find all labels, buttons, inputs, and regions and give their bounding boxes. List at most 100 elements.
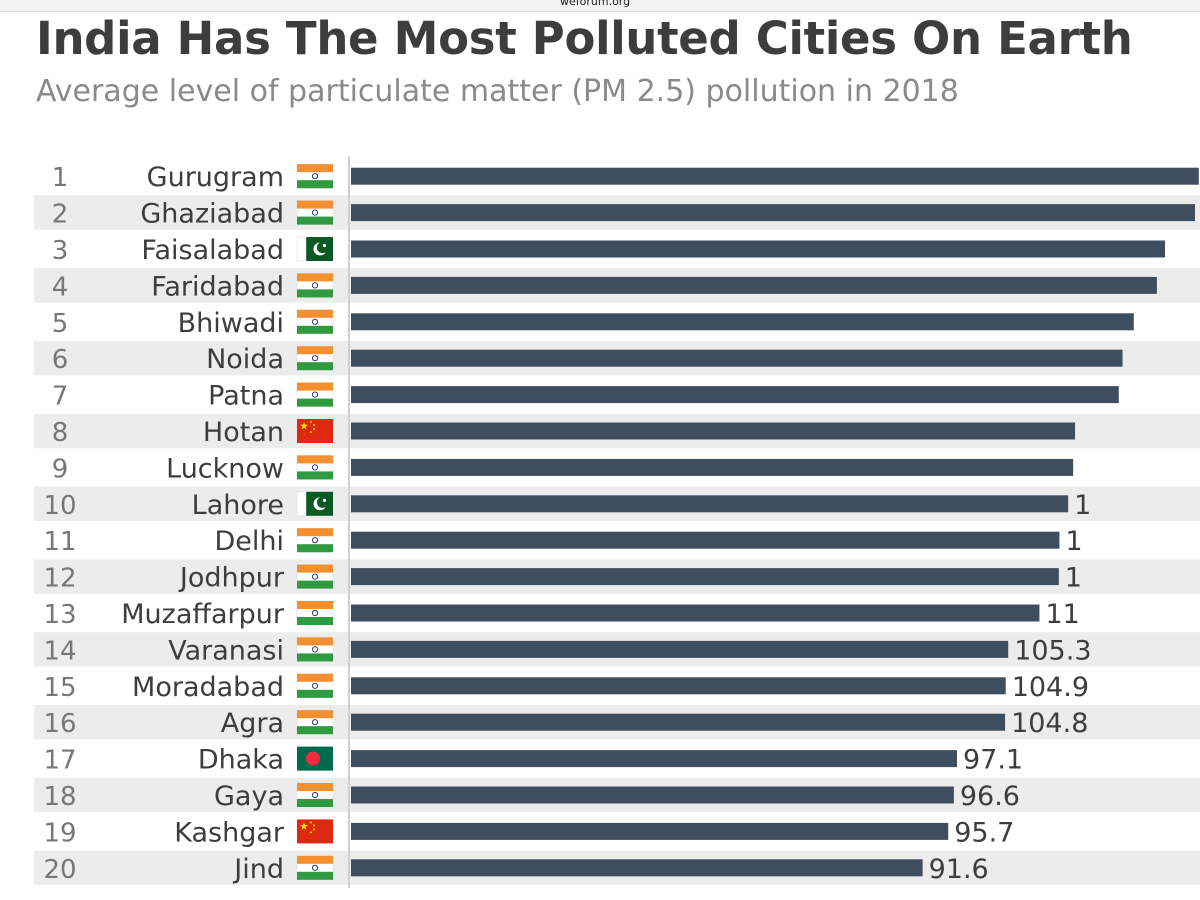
flag-part	[297, 564, 333, 573]
flag-india-icon	[296, 309, 334, 335]
data-label: 105.3	[1014, 635, 1091, 666]
flag-part	[297, 164, 333, 173]
flag-part	[297, 689, 333, 698]
bar	[351, 349, 1123, 367]
flag-part	[297, 289, 333, 298]
bar	[351, 167, 1199, 185]
category-label: Delhi	[214, 526, 284, 557]
flag-part	[313, 828, 315, 831]
flag-pakistan-icon	[296, 491, 333, 517]
bar	[351, 786, 954, 804]
flag-bangladesh-icon	[297, 746, 333, 771]
data-label: 104.9	[1012, 672, 1089, 703]
flag-part	[297, 325, 333, 334]
bar	[351, 204, 1196, 222]
flag-part	[297, 799, 333, 807]
flag-part	[297, 382, 333, 391]
data-label: 1	[1065, 563, 1082, 594]
category-label: Ghaziabad	[140, 199, 284, 230]
rank-label: 1	[52, 163, 69, 193]
data-label: 104.8	[1011, 708, 1088, 739]
flag-part	[311, 646, 319, 653]
rank-label: 10	[43, 491, 76, 521]
flag-part	[311, 791, 319, 799]
flag-part	[297, 419, 333, 443]
bar	[351, 677, 1006, 695]
flag-part	[306, 751, 320, 766]
flag-part	[300, 822, 308, 830]
flag-india-icon	[296, 600, 334, 626]
bar	[351, 422, 1076, 440]
flag-part	[311, 209, 319, 216]
category-label: Faridabad	[151, 271, 284, 302]
category-label: Gurugram	[147, 162, 284, 193]
flag-part	[311, 864, 319, 871]
flag-part	[316, 496, 329, 508]
flag-part	[297, 544, 333, 553]
flag-india-icon	[296, 455, 334, 480]
category-label: Agra	[221, 708, 284, 739]
flag-part	[310, 421, 312, 423]
rank-label: 13	[43, 600, 76, 630]
bar	[351, 822, 949, 840]
rank-label: 17	[43, 746, 76, 776]
flag-part	[297, 871, 333, 880]
flag-part	[300, 422, 308, 430]
flag-part	[296, 491, 307, 517]
flag-part	[316, 241, 329, 254]
rank-label: 4	[52, 272, 69, 302]
category-label: Faisalabad	[141, 235, 284, 266]
bar	[351, 531, 1060, 549]
bar-chart: 1 Gurugram 2 Ghaziabad 3 Faisalabad 4 Faridabad…	[34, 156, 1200, 888]
category-label: Gaya	[214, 781, 284, 812]
rank-label: 5	[52, 309, 69, 339]
flag-india-icon	[296, 200, 334, 225]
flag-part	[297, 216, 333, 225]
flag-india-icon	[296, 163, 334, 189]
flag-india-icon	[296, 855, 334, 881]
bar	[351, 713, 1006, 731]
flag-part	[296, 236, 307, 262]
flag-india-icon	[296, 382, 334, 407]
data-label: 1	[1074, 490, 1091, 521]
flag-part	[313, 428, 315, 430]
flag-part	[311, 609, 319, 617]
flag-india-icon	[296, 673, 334, 699]
flag-part	[297, 455, 333, 464]
rank-label: 2	[52, 200, 69, 230]
rank-label: 18	[43, 782, 76, 812]
flag-part	[311, 719, 319, 726]
flag-part	[297, 471, 333, 480]
data-label: 95.7	[954, 817, 1014, 848]
rank-label: 19	[43, 818, 76, 848]
category-label: Lucknow	[166, 453, 284, 484]
flag-india-icon	[296, 273, 334, 298]
category-label: Dhaka	[198, 745, 284, 776]
flag-india-icon	[296, 527, 334, 553]
bar	[351, 386, 1119, 404]
flag-part	[311, 318, 319, 325]
flag-india-icon	[296, 782, 334, 808]
flag-part	[297, 783, 333, 791]
flag-part	[313, 424, 315, 426]
flag-part	[311, 682, 319, 689]
flag-part	[311, 391, 319, 398]
category-label: Hotan	[203, 417, 284, 448]
flag-part	[297, 362, 333, 371]
flag-part	[322, 243, 327, 248]
category-label: Patna	[208, 381, 284, 412]
flag-pakistan-icon	[296, 236, 333, 262]
category-label: Varanasi	[168, 635, 284, 666]
flag-part	[297, 180, 333, 189]
flag-part	[297, 710, 333, 719]
flag-part	[311, 464, 319, 471]
chart-subtitle: Average level of particulate matter (PM …	[36, 74, 959, 109]
data-label: 91.6	[929, 854, 989, 885]
flag-india-icon	[296, 637, 334, 662]
bar	[351, 604, 1040, 622]
flag-india-icon	[296, 709, 334, 735]
bar	[351, 750, 957, 768]
browser-url-bar: weforum.org	[0, 0, 1200, 12]
rank-label: 15	[43, 673, 76, 703]
bar	[351, 568, 1059, 586]
